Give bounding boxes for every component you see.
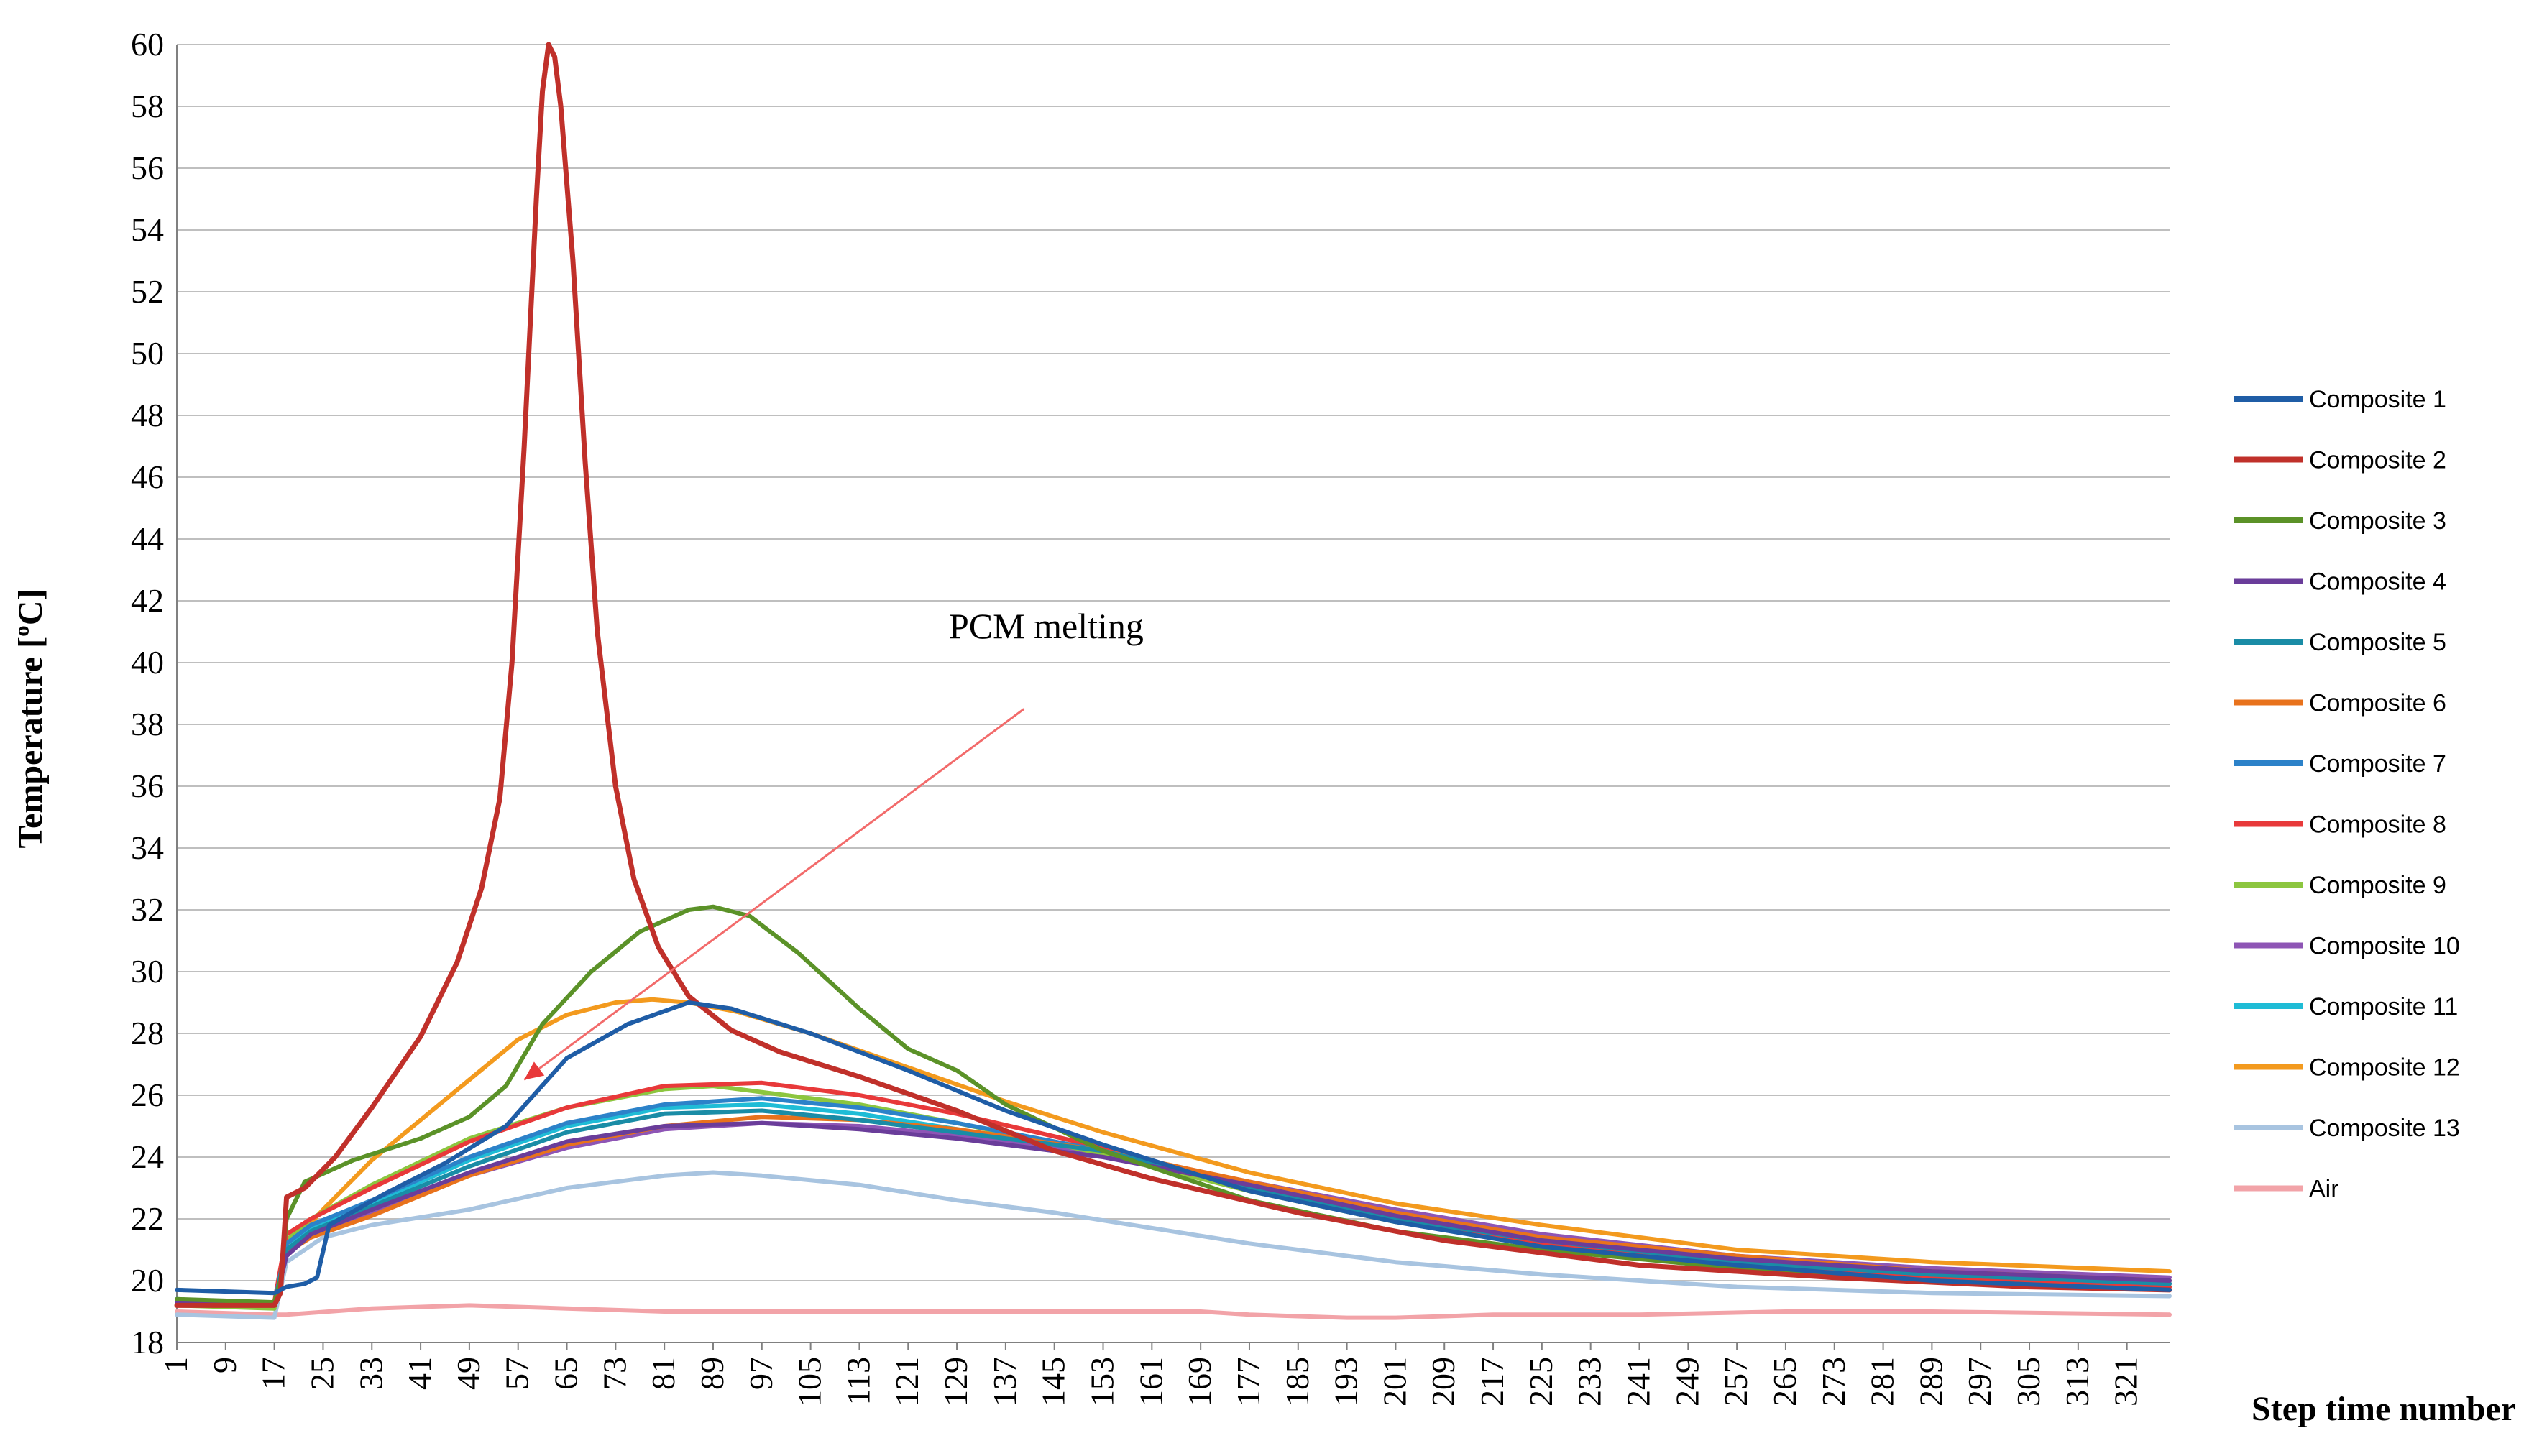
x-tick-label: 113 <box>840 1357 876 1405</box>
y-tick-label: 22 <box>131 1200 164 1237</box>
legend-label: Composite 1 <box>2309 386 2446 413</box>
x-tick-label: 249 <box>1669 1357 1705 1406</box>
legend-label: Composite 6 <box>2309 690 2446 717</box>
y-tick-label: 60 <box>131 26 164 63</box>
legend-label: Composite 9 <box>2309 872 2446 899</box>
x-tick-label: 137 <box>986 1357 1023 1406</box>
x-tick-label: 169 <box>1181 1357 1218 1406</box>
x-tick-label: 233 <box>1571 1357 1608 1406</box>
y-tick-label: 38 <box>131 706 164 742</box>
x-tick-label: 105 <box>791 1357 828 1406</box>
y-tick-label: 34 <box>131 829 164 866</box>
y-tick-label: 42 <box>131 582 164 619</box>
x-tick-label: 145 <box>1035 1357 1072 1406</box>
series-line-composite-13 <box>175 1170 2172 1320</box>
x-axis-ticks: 1 9 17 25 33 41 49 57 65 73 81 89 97 105 113 121 129 137 1… <box>157 1342 2144 1406</box>
x-tick-label: 57 <box>499 1357 536 1390</box>
x-tick-label: 209 <box>1425 1357 1461 1406</box>
legend-label: Composite 4 <box>2309 568 2446 596</box>
legend-label: Composite 2 <box>2309 447 2446 474</box>
y-tick-label: 36 <box>131 768 164 804</box>
legend-label: Air <box>2309 1176 2339 1203</box>
x-tick-label: 289 <box>1912 1357 1949 1406</box>
series-lines <box>174 42 2172 1320</box>
x-tick-label: 257 <box>1717 1357 1754 1406</box>
x-tick-label: 297 <box>1961 1357 1998 1406</box>
y-tick-label: 32 <box>131 891 164 928</box>
y-tick-label: 58 <box>131 88 164 124</box>
y-tick-label: 28 <box>131 1015 164 1051</box>
y-tick-label: 20 <box>131 1262 164 1299</box>
series-line-composite-12 <box>175 997 2172 1305</box>
series-line-composite-8 <box>175 1080 2172 1305</box>
y-axis-ticks: 18 20 22 24 26 28 30 32 34 36 38 40 42 44 46 48 50 52 54 56… <box>131 26 164 1360</box>
series-line-composite-4 <box>175 1120 2172 1308</box>
y-tick-label: 48 <box>131 397 164 433</box>
series-line-air <box>175 1303 2172 1320</box>
x-tick-label: 305 <box>2010 1357 2047 1406</box>
x-tick-label: 65 <box>548 1357 584 1390</box>
legend-label: Composite 5 <box>2309 629 2446 656</box>
x-axis-title: Step time number <box>2252 1390 2516 1428</box>
y-tick-label: 50 <box>131 335 164 372</box>
y-tick-label: 30 <box>131 953 164 990</box>
y-tick-label: 46 <box>131 459 164 495</box>
y-tick-label: 26 <box>131 1077 164 1113</box>
legend-label: Composite 10 <box>2309 933 2460 960</box>
x-tick-label: 265 <box>1766 1357 1803 1406</box>
y-tick-label: 40 <box>131 644 164 681</box>
annotation-text: PCM melting <box>949 606 1144 646</box>
x-tick-label: 81 <box>645 1357 681 1390</box>
y-tick-label: 24 <box>131 1138 164 1175</box>
x-tick-label: 97 <box>743 1357 779 1390</box>
legend-label: Composite 8 <box>2309 811 2446 839</box>
x-tick-label: 177 <box>1230 1357 1267 1406</box>
annotation: PCM melting <box>523 606 1144 1081</box>
x-tick-label: 281 <box>1864 1357 1901 1406</box>
legend-label: Composite 13 <box>2309 1115 2460 1142</box>
legend-label: Composite 7 <box>2309 750 2446 778</box>
x-tick-label: 25 <box>303 1357 340 1390</box>
y-tick-label: 56 <box>131 149 164 186</box>
series-line-composite-2 <box>174 42 2172 1308</box>
y-axis-title: Temperature [ºC] <box>12 589 50 848</box>
x-tick-label: 49 <box>450 1357 487 1390</box>
x-tick-label: 89 <box>694 1357 730 1390</box>
legend-label: Composite 12 <box>2309 1054 2460 1082</box>
x-tick-label: 161 <box>1132 1357 1169 1406</box>
x-tick-label: 201 <box>1376 1357 1413 1406</box>
y-tick-label: 54 <box>131 211 164 248</box>
legend-label: Composite 3 <box>2309 507 2446 535</box>
x-tick-label: 1 <box>157 1357 194 1373</box>
x-tick-label: 217 <box>1474 1357 1510 1406</box>
x-tick-label: 129 <box>937 1357 974 1406</box>
x-tick-label: 313 <box>2059 1357 2096 1406</box>
x-tick-label: 121 <box>889 1357 925 1406</box>
x-tick-label: 321 <box>2108 1357 2144 1406</box>
x-tick-label: 73 <box>596 1357 633 1390</box>
annotation-arrow-line <box>523 708 1025 1081</box>
x-tick-label: 153 <box>1084 1357 1121 1406</box>
x-tick-label: 273 <box>1815 1357 1852 1406</box>
series-line-composite-3 <box>175 904 2172 1305</box>
x-tick-label: 9 <box>206 1357 243 1373</box>
y-tick-label: 18 <box>131 1324 164 1360</box>
grid <box>176 44 2170 1343</box>
y-tick-label: 44 <box>131 520 164 557</box>
y-tick-label: 52 <box>131 273 164 310</box>
x-tick-label: 17 <box>255 1357 292 1390</box>
x-tick-label: 193 <box>1328 1357 1364 1406</box>
x-tick-label: 241 <box>1620 1357 1656 1406</box>
legend: Composite 1 Composite 2 Composite 3 Composi… <box>2234 386 2460 1203</box>
x-tick-label: 225 <box>1523 1357 1559 1406</box>
x-tick-label: 41 <box>401 1357 438 1390</box>
x-tick-label: 185 <box>1279 1357 1316 1406</box>
annotation-arrowhead <box>524 1061 545 1080</box>
x-tick-label: 33 <box>352 1357 389 1390</box>
legend-label: Composite 11 <box>2309 993 2458 1020</box>
series-line-composite-1 <box>175 1000 2172 1296</box>
